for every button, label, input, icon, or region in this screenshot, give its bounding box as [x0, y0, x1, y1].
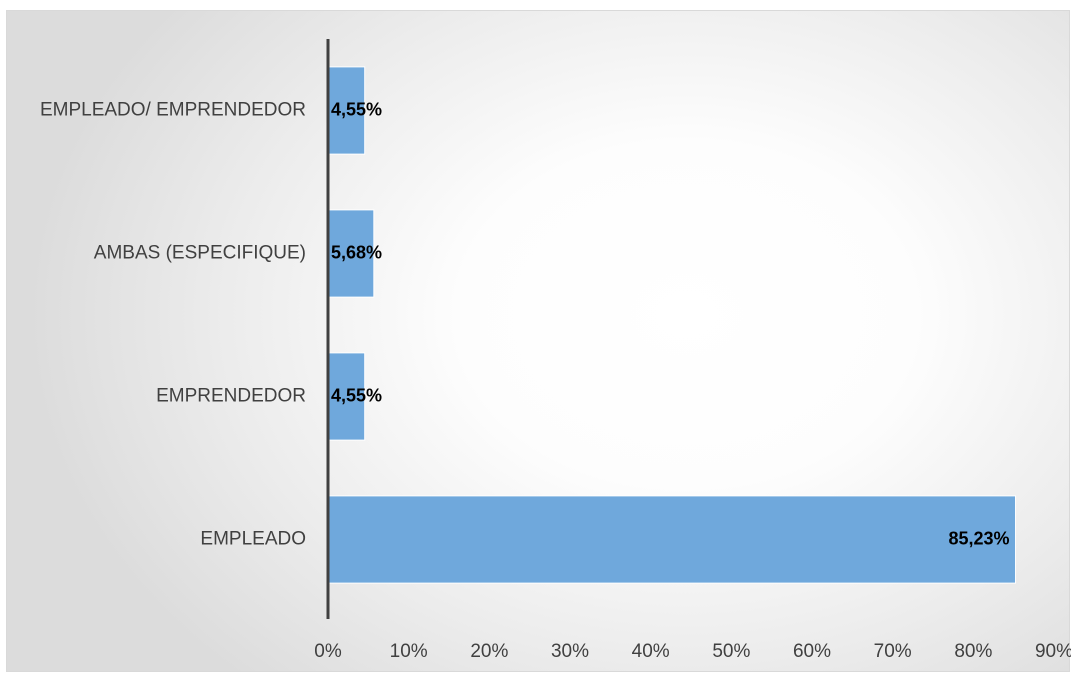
x-tick-labels: 0% 10% 20% 30% 40% 50% 60% 70% 80% 90%: [314, 641, 1071, 662]
bar-3: [327, 495, 1017, 584]
x-tick-label: 20%: [470, 641, 508, 662]
category-label: EMPRENDEDOR: [156, 386, 306, 407]
data-label: 85,23%: [948, 528, 1009, 548]
bar-chart: EMPLEADO/ EMPRENDEDOR AMBAS (ESPECIFIQUE)…: [40, 39, 1071, 662]
data-label: 5,68%: [331, 242, 382, 262]
category-label: EMPLEADO: [200, 529, 306, 550]
chart-area: EMPLEADO/ EMPRENDEDOR AMBAS (ESPECIFIQUE)…: [6, 10, 1071, 672]
x-tick-label: 0%: [314, 641, 342, 662]
x-tick-label: 50%: [712, 641, 750, 662]
x-tick-label: 70%: [874, 641, 912, 662]
x-tick-label: 30%: [551, 641, 589, 662]
category-label: AMBAS (ESPECIFIQUE): [94, 243, 306, 264]
x-tick-label: 60%: [793, 641, 831, 662]
data-label: 4,55%: [331, 99, 382, 119]
bar-2: [327, 352, 366, 441]
data-labels: 4,55% 5,68% 4,55% 85,23%: [331, 99, 1010, 548]
x-tick-label: 90%: [1035, 641, 1071, 662]
category-label: EMPLEADO/ EMPRENDEDOR: [40, 100, 306, 121]
data-label: 4,55%: [331, 385, 382, 405]
x-tick-label: 10%: [390, 641, 428, 662]
x-tick-label: 80%: [954, 641, 992, 662]
x-tick-label: 40%: [632, 641, 670, 662]
category-labels: EMPLEADO/ EMPRENDEDOR AMBAS (ESPECIFIQUE)…: [40, 100, 306, 550]
bars-layer: [327, 66, 1017, 584]
bar-1: [327, 209, 375, 298]
bar-0: [327, 66, 366, 155]
